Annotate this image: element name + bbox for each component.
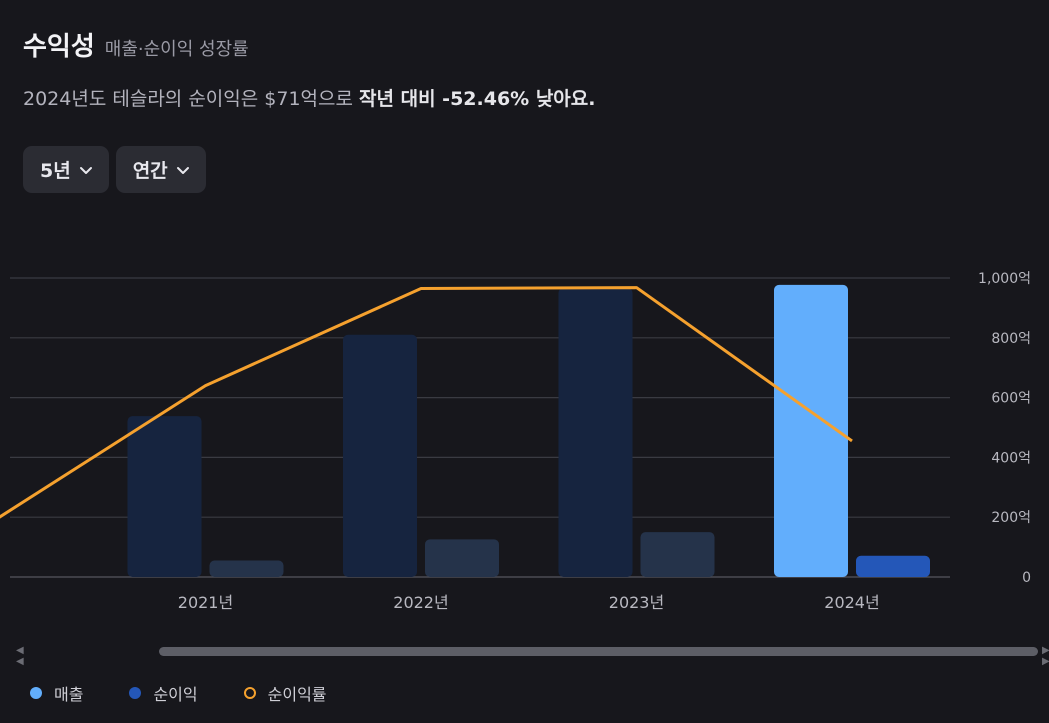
y-tick-label: 600억	[991, 391, 1031, 407]
x-tick-label: 2023년	[609, 593, 664, 612]
summary-prefix: 2024년도 테슬라의 순이익은 $71억으로	[23, 88, 360, 110]
frequency-label: 연간	[132, 160, 168, 182]
x-tick-label: 2024년	[824, 593, 879, 612]
summary-highlight: 작년 대비 -52.46% 낮아요.	[359, 88, 596, 110]
legend-item-net-income[interactable]: 순이익	[129, 681, 198, 705]
profitability-chart: 0200억400억600억800억1,000억년2021년2022년2023년2…	[0, 271, 1031, 612]
y-tick-label: 400억	[991, 450, 1031, 466]
summary-text: 2024년도 테슬라의 순이익은 $71억으로 작년 대비 -52.46% 낮아…	[23, 84, 595, 111]
legend-item-revenue[interactable]: 매출	[30, 681, 83, 705]
net-income-bar[interactable]	[425, 539, 499, 577]
revenue-bar[interactable]	[558, 287, 633, 577]
revenue-dot-icon	[30, 687, 42, 699]
scroll-left-icon[interactable]: ◀ ◀	[16, 645, 24, 667]
chart-controls: 5년 연간	[23, 146, 206, 193]
legend-item-net-margin[interactable]: 순이익률	[243, 681, 327, 705]
revenue-bar[interactable]	[343, 334, 417, 577]
x-tick-label: 2021년	[178, 593, 233, 612]
scroll-right-icon[interactable]: ▶ ▶	[1042, 645, 1049, 667]
net-margin-line[interactable]	[0, 286, 853, 524]
section-subtitle: 매출·순이익 성장률	[104, 39, 249, 60]
legend-label: 매출	[54, 685, 84, 704]
frequency-dropdown[interactable]: 연간	[115, 146, 206, 193]
y-tick-label: 800억	[991, 331, 1031, 347]
net-income-bar[interactable]	[640, 532, 715, 577]
legend-label: 순이익	[153, 685, 198, 704]
revenue-bar[interactable]	[774, 284, 848, 577]
legend-label: 순이익률	[267, 685, 327, 704]
y-tick-label: 1,000억	[978, 271, 1031, 287]
period-dropdown[interactable]: 5년	[23, 146, 109, 193]
net-income-bar[interactable]	[856, 555, 930, 577]
chevron-down-icon	[79, 166, 92, 174]
scrollbar-thumb[interactable]	[159, 647, 1038, 656]
section-header: 수익성 매출·순이익 성장률	[23, 26, 249, 63]
net-income-dot-icon	[129, 687, 142, 699]
section-title: 수익성	[23, 32, 95, 62]
net-margin-ring-icon	[243, 687, 256, 699]
revenue-bar[interactable]	[127, 416, 202, 577]
chevron-down-icon	[176, 166, 189, 174]
y-tick-label: 0	[1022, 570, 1031, 586]
net-income-bar[interactable]	[209, 560, 284, 577]
x-tick-label: 2022년	[393, 593, 448, 612]
chart-legend: 매출 순이익 순이익률	[30, 681, 327, 705]
y-tick-label: 200억	[991, 510, 1031, 526]
period-label: 5년	[40, 160, 71, 182]
